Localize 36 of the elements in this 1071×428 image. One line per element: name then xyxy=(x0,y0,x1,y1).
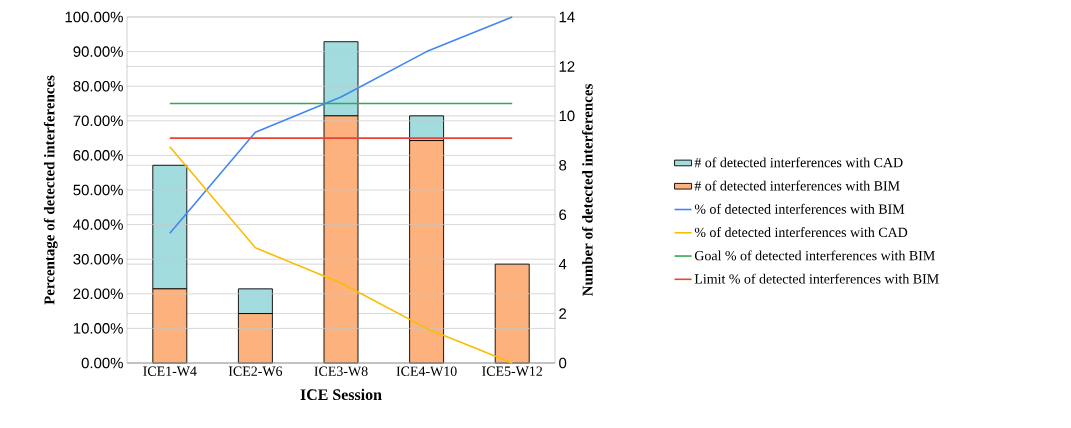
y2-tick-label: 4 xyxy=(558,259,567,270)
y-tick-label: 90.00% xyxy=(73,46,123,57)
x-tick-label: ICE2-W6 xyxy=(228,366,283,376)
legend-label: # of detected interferences with BIM xyxy=(694,180,900,191)
y2-tick-label: 6 xyxy=(559,209,567,220)
legend-label: # of detected interferences with CAD xyxy=(694,157,903,168)
y-tick-label: 70.00% xyxy=(73,115,123,127)
y2-tick-label: 2 xyxy=(559,308,567,319)
y-axis-title: Percentage of detected interferences xyxy=(43,75,58,305)
y-tick-label: 40.00% xyxy=(73,219,123,230)
line-series xyxy=(169,16,513,235)
y-tick-label: 20.00% xyxy=(73,288,123,300)
x-tick-label: ICE3-W8 xyxy=(314,366,368,377)
y2-tick-label: 8 xyxy=(559,159,567,171)
x-tick-label: ICE1-W4 xyxy=(143,366,197,376)
y2-tick-label: 14 xyxy=(559,11,575,23)
y-tick-label: 0.00% xyxy=(81,357,123,369)
line-series xyxy=(169,145,513,364)
legend-label: Limit % of detected interferences with BIM xyxy=(694,273,939,284)
y2-tick-label: 12 xyxy=(559,61,575,72)
y-tick-label: 30.00% xyxy=(73,253,123,265)
y2-axis-title: Number of detected interferences xyxy=(581,84,593,297)
legend-label: % of detected interferences with BIM xyxy=(694,203,905,214)
x-tick-label: ICE4-W10 xyxy=(396,366,457,377)
legend-label: Goal % of detected interferences with BIM xyxy=(694,250,935,261)
bar xyxy=(494,263,530,364)
y2-tick-label: 0 xyxy=(559,357,567,369)
y-tick-label: 50.00% xyxy=(73,184,123,196)
x-tick-label: ICE5-W12 xyxy=(482,366,543,376)
x-axis-title: ICE Session xyxy=(300,388,382,401)
legend-label: % of detected interferences with CAD xyxy=(694,227,908,238)
y2-tick-label: 10 xyxy=(559,110,575,122)
y-tick-label: 100.00% xyxy=(65,11,123,23)
y-tick-label: 80.00% xyxy=(73,80,123,92)
y-tick-label: 60.00% xyxy=(73,150,123,161)
y-tick-label: 10.00% xyxy=(73,323,123,334)
